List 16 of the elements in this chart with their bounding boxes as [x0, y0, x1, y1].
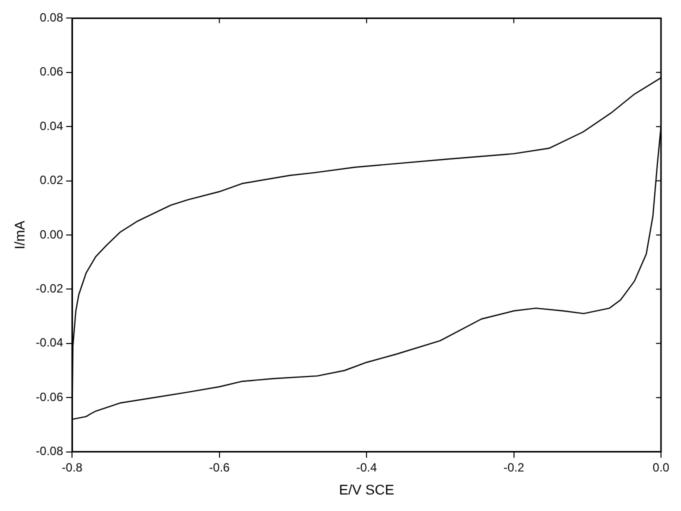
x-tick-label: -0.8: [62, 460, 83, 474]
x-tick-label: 0.0: [652, 460, 670, 474]
y-tick-label: 0.02: [40, 173, 64, 188]
x-axis-title: E/V SCE: [338, 481, 394, 498]
y-tick-label: -0.02: [36, 282, 64, 296]
y-tick-label: 0.06: [40, 64, 64, 79]
x-tick-label: -0.6: [209, 460, 230, 474]
y-tick-label: 0.08: [40, 10, 64, 25]
y-tick-label: 0.04: [40, 118, 64, 133]
x-tick-label: -0.2: [503, 460, 524, 474]
y-tick-label: -0.06: [36, 390, 64, 404]
y-axis-title: I/mA: [11, 220, 28, 250]
y-tick-label: -0.04: [36, 336, 64, 350]
y-tick-label: 0.00: [40, 227, 64, 242]
x-tick-label: -0.4: [356, 460, 378, 474]
y-tick-label: -0.08: [36, 444, 64, 458]
